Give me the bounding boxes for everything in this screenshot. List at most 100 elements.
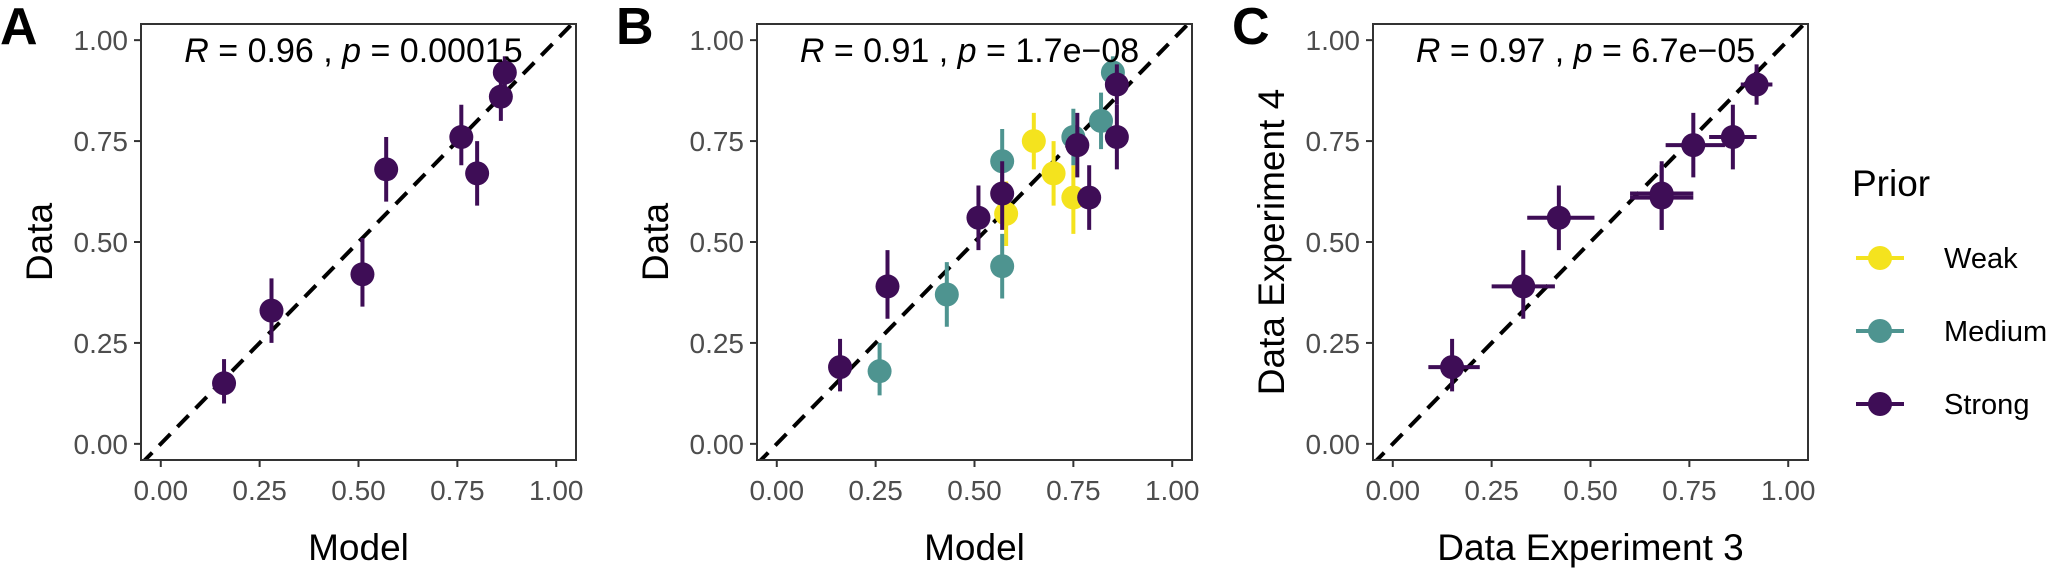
point-marker xyxy=(1089,108,1114,133)
panel-label: A xyxy=(0,0,38,56)
stat-symbol: p xyxy=(341,32,361,70)
stat-value: = xyxy=(1593,32,1632,70)
x-tick-label: 0.50 xyxy=(1563,475,1618,506)
y-tick-label: 1.00 xyxy=(74,25,129,56)
point-marker xyxy=(488,84,513,109)
point-marker xyxy=(1021,129,1046,154)
legend-item-weak: Weak xyxy=(1856,243,2018,275)
data-point xyxy=(1021,112,1046,170)
point-marker xyxy=(1744,72,1769,97)
y-tick-label: 0.75 xyxy=(1306,126,1361,157)
point-marker xyxy=(934,282,959,307)
stat-value: , xyxy=(929,32,957,70)
point-marker xyxy=(994,201,1019,226)
data-point xyxy=(990,233,1015,299)
data-point xyxy=(867,342,892,396)
point-marker xyxy=(1649,181,1674,206)
x-axis-title: Data Experiment 3 xyxy=(1437,527,1743,568)
chart-panel-a: 0.000.00 0.25 0.25 0.50 0.50 0.75 0.75 1.00 1.00… xyxy=(0,0,583,568)
x-tick-label: 1.00 xyxy=(1761,475,1816,506)
data-point xyxy=(1709,104,1757,170)
point-marker xyxy=(1065,133,1090,158)
x-tick-label: 0.50 xyxy=(947,475,1002,506)
x-tick-label: 0.50 xyxy=(331,475,386,506)
y-tick-label: 0.75 xyxy=(690,126,745,157)
legend-label-strong: Strong xyxy=(1944,389,2029,421)
data-point xyxy=(828,338,853,392)
x-tick-label: 0.25 xyxy=(232,475,287,506)
chart-panel-c: 0.000.00 0.25 0.25 0.50 0.50 0.75 0.75 1.00 1.00… xyxy=(1232,0,1815,568)
y-tick-label: 0.50 xyxy=(74,227,129,258)
y-axis-title: Data xyxy=(635,203,676,282)
panels: 0.000.000.250.250.500.500.750.751.001.00… xyxy=(0,0,1815,568)
legend-label-medium: Medium xyxy=(1944,316,2047,348)
x-tick-label: 0.25 xyxy=(848,475,903,506)
legend-title: Prior xyxy=(1852,163,1930,204)
stat-value: 0.00015 xyxy=(400,32,523,70)
legend-key-dot-strong xyxy=(1868,392,1892,416)
point-marker xyxy=(1104,72,1129,97)
data-point xyxy=(1740,64,1773,105)
data-point xyxy=(350,237,375,307)
data-point xyxy=(465,141,490,206)
stat-value: = xyxy=(824,32,863,70)
y-tick-label: 1.00 xyxy=(690,25,745,56)
series-strong xyxy=(1428,64,1773,392)
data-point xyxy=(1665,112,1725,178)
stat-symbol: p xyxy=(957,32,977,70)
series-strong xyxy=(828,64,1129,392)
x-tick-label: 1.00 xyxy=(1145,475,1200,506)
data-point xyxy=(1089,92,1114,150)
data-point xyxy=(966,185,991,251)
stat-value: = xyxy=(1440,32,1479,70)
series-strong xyxy=(212,56,517,404)
stat-value: 0.96 xyxy=(248,32,314,70)
point-marker xyxy=(374,157,399,182)
x-axis-title: Model xyxy=(308,527,409,568)
point-marker xyxy=(828,355,853,380)
data-point xyxy=(990,161,1015,230)
point-marker xyxy=(1440,355,1465,380)
y-tick-label: 0.25 xyxy=(690,328,745,359)
y-tick-label: 0.25 xyxy=(1306,328,1361,359)
chart-panel-b: 0.000.00 0.25 0.25 0.50 0.50 0.75 0.75 1.00 1.00… xyxy=(616,0,1199,568)
y-tick-label: 0.25 xyxy=(74,328,129,359)
data-point xyxy=(449,104,474,166)
correlation-stat: R = 0.97 , p = 6.7e−05 xyxy=(1416,32,1755,70)
correlation-stat: R = 0.91 , p = 1.7e−08 xyxy=(800,32,1139,70)
y-tick-label: 0.00 xyxy=(1306,429,1361,460)
point-marker xyxy=(449,125,474,150)
data-point xyxy=(1491,250,1555,319)
point-marker xyxy=(1041,161,1066,186)
legend-key-dot-weak xyxy=(1868,246,1892,270)
y-axis-title: Data xyxy=(19,203,60,282)
legend: Prior Weak Medium Strong xyxy=(1852,163,2047,421)
stat-value: 1.7e−08 xyxy=(1015,32,1139,70)
y-tick-label: 0.00 xyxy=(690,429,745,460)
x-tick-label: 0.75 xyxy=(1046,475,1101,506)
data-point xyxy=(1428,338,1480,392)
x-tick-label: 0.75 xyxy=(1662,475,1717,506)
stat-symbol: R xyxy=(800,32,825,70)
point-marker xyxy=(1546,205,1571,230)
point-marker xyxy=(1720,125,1745,150)
point-marker xyxy=(492,60,517,85)
stat-value: , xyxy=(1545,32,1573,70)
panel-label: C xyxy=(1232,0,1270,56)
x-tick-label: 0.00 xyxy=(1366,475,1421,506)
stat-value: 0.91 xyxy=(863,32,929,70)
stat-value: 0.97 xyxy=(1479,32,1545,70)
point-marker xyxy=(990,254,1015,279)
plot-frame xyxy=(140,23,577,461)
stat-value: 6.7e−05 xyxy=(1631,32,1755,70)
stat-value: , xyxy=(314,32,342,70)
x-tick-label: 0.00 xyxy=(750,475,805,506)
stat-value: = xyxy=(209,32,248,70)
data-point xyxy=(374,137,399,202)
point-marker xyxy=(875,274,900,299)
y-tick-label: 0.75 xyxy=(74,126,129,157)
point-marker xyxy=(1681,133,1706,158)
data-point xyxy=(259,278,284,343)
point-marker xyxy=(867,359,892,384)
